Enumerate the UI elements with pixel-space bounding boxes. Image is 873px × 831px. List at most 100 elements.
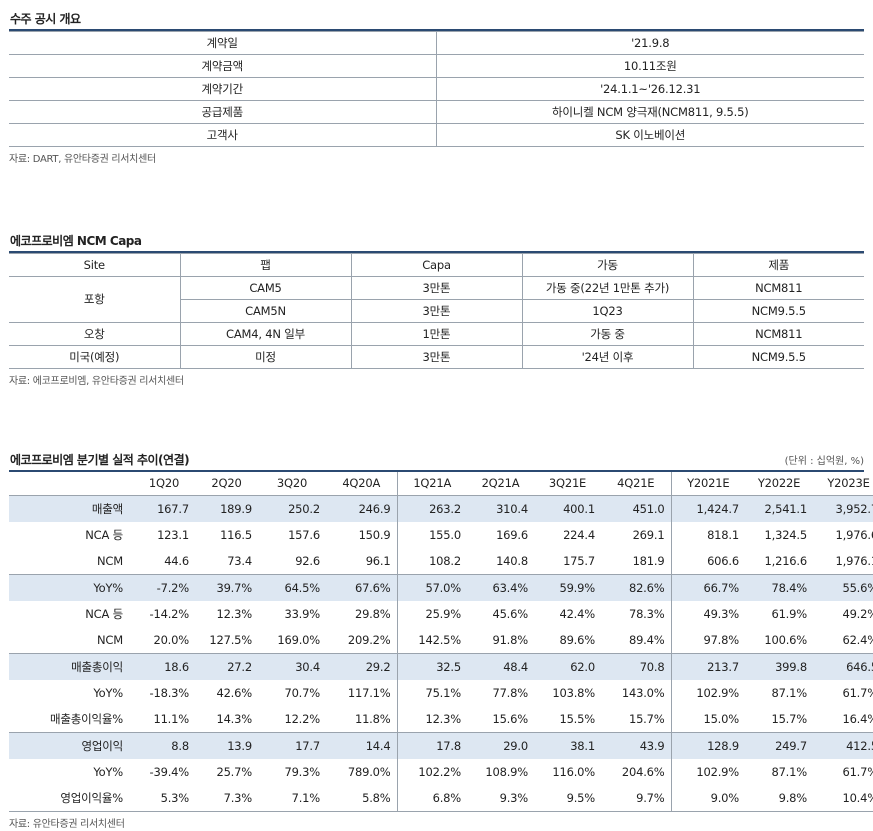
row-label: YoY% bbox=[9, 574, 133, 601]
table-row: 계약기간 '24.1.1~'26.12.31 bbox=[9, 77, 864, 101]
value-cell: 62.4% bbox=[842, 633, 873, 647]
column-header: Y2023E bbox=[813, 472, 873, 496]
capa-section: 에코프로비엠 NCM Capa Site 팹 Capa 가동 제품 포항 CAM… bbox=[9, 231, 864, 387]
value-cell: 61.9% bbox=[771, 607, 807, 621]
value-cell: 249.7 bbox=[745, 732, 813, 759]
row-label: YoY% bbox=[93, 765, 123, 779]
product-cell: NCM9.5.5 bbox=[692, 299, 864, 323]
contract-label: 계약기간 bbox=[9, 77, 437, 101]
value-cell: 18.6 bbox=[133, 653, 195, 680]
site-cell: 미국(예정) bbox=[9, 345, 181, 369]
value-cell: 15.7% bbox=[601, 706, 672, 733]
value-cell: 82.6% bbox=[601, 574, 672, 601]
value-cell: 2,541.1 bbox=[745, 495, 813, 522]
value-cell: 1,216.6 bbox=[764, 554, 808, 568]
value-cell: 189.9 bbox=[195, 495, 258, 522]
row-label: NCA 등 bbox=[85, 528, 123, 542]
value-cell: 48.4 bbox=[467, 653, 534, 680]
contract-section: 수주 공시 개요 계약일 '21.9.8 계약금액 10.11조원 계약기간 '… bbox=[9, 9, 864, 165]
status-cell: 가동 중 bbox=[521, 322, 694, 346]
value-cell: 128.9 bbox=[671, 732, 745, 759]
value-cell: 64.5% bbox=[258, 574, 326, 601]
table-row: 매출총이익율% 11.1% 14.3% 12.2% 11.8% 12.3% 15.6% 15.… bbox=[9, 706, 873, 733]
value-cell: 14.3% bbox=[216, 712, 252, 726]
value-cell: 61.7% bbox=[842, 765, 873, 779]
table-row: NCA 등 123.1 116.5 157.6 150.9 155.0 169.6 224.4… bbox=[9, 522, 873, 548]
performance-source: 자료: 유안타증권 리서치센터 bbox=[9, 819, 125, 830]
value-cell: 15.0% bbox=[703, 712, 739, 726]
row-label-header bbox=[9, 472, 133, 496]
row-label: 매출총이익 bbox=[9, 653, 133, 680]
value-cell: 1,976.1 bbox=[835, 554, 873, 568]
value-cell: 140.8 bbox=[496, 554, 528, 568]
value-cell: 451.0 bbox=[601, 495, 672, 522]
contract-table: 계약일 '21.9.8 계약금액 10.11조원 계약기간 '24.1.1~'2… bbox=[9, 31, 864, 147]
table-row: YoY% -39.4% 25.7% 79.3% 789.0% 102.2% 108.9% 11… bbox=[9, 759, 873, 785]
value-cell: 204.6% bbox=[601, 759, 672, 785]
value-cell: 269.1 bbox=[601, 522, 672, 548]
row-label: 영업이익율% bbox=[9, 785, 133, 812]
capa-source: 자료: 에코프로비엠, 유안타증권 리서치센터 bbox=[9, 376, 184, 387]
value-cell: 49.2% bbox=[842, 607, 873, 621]
product-cell: NCM811 bbox=[692, 322, 864, 346]
value-cell: 100.6% bbox=[764, 633, 807, 647]
value-cell: 175.7 bbox=[563, 554, 595, 568]
value-cell: 181.9 bbox=[601, 548, 672, 575]
value-cell: 29.0 bbox=[467, 732, 534, 759]
performance-unit: (단위 : 십억원, %) bbox=[784, 456, 864, 467]
value-cell: 12.3% bbox=[425, 712, 461, 726]
status-cell: 1Q23 bbox=[521, 299, 694, 323]
table-row: YoY% -7.2% 39.7% 64.5% 67.6% 57.0% 63.4% 59.9% 8… bbox=[9, 574, 873, 601]
value-cell: 11.8% bbox=[326, 706, 398, 733]
column-header: 3Q21E bbox=[534, 472, 601, 496]
value-cell: 59.9% bbox=[534, 574, 601, 601]
table-row: 영업이익 8.8 13.9 17.7 14.4 17.8 29.0 38.1 43.9 128.9… bbox=[9, 732, 873, 759]
value-cell: 79.3% bbox=[284, 765, 320, 779]
value-cell: 66.7% bbox=[671, 574, 745, 601]
table-row: NCA 등 -14.2% 12.3% 33.9% 29.8% 25.9% 45.6% 42.4… bbox=[9, 601, 873, 627]
contract-value: '21.9.8 bbox=[435, 31, 864, 55]
column-header: Y2021E bbox=[671, 472, 745, 496]
capa-cell: 3만톤 bbox=[350, 345, 523, 369]
value-cell: 142.5% bbox=[418, 633, 461, 647]
value-cell: 49.3% bbox=[703, 607, 739, 621]
fab-cell: CAM4, 4N 일부 bbox=[179, 322, 352, 346]
value-cell: 44.6 bbox=[164, 554, 189, 568]
value-cell: 116.5 bbox=[220, 528, 252, 542]
value-cell: 400.1 bbox=[534, 495, 601, 522]
value-cell: 9.7% bbox=[601, 785, 672, 812]
performance-body: 매출액 167.7 189.9 250.2 246.9 263.2 310.4 400.1 45… bbox=[9, 495, 873, 812]
value-cell: 224.4 bbox=[563, 528, 595, 542]
table-row: CAM5N 3만톤 1Q23 NCM9.5.5 bbox=[9, 299, 864, 323]
value-cell: 15.6% bbox=[492, 712, 528, 726]
value-cell: 16.4% bbox=[842, 712, 873, 726]
value-cell: 310.4 bbox=[467, 495, 534, 522]
capa-table: Site 팹 Capa 가동 제품 포항 CAM5 3만톤 가동 중(22년 1… bbox=[9, 253, 864, 369]
value-cell: 30.4 bbox=[258, 653, 326, 680]
table-row: NCM 44.6 73.4 92.6 96.1 108.2 140.8 175.7 181.9 6… bbox=[9, 548, 873, 575]
performance-title-rule bbox=[9, 470, 864, 472]
value-cell: 3,952.7 bbox=[813, 495, 873, 522]
value-cell: 127.5% bbox=[209, 633, 252, 647]
value-cell: 9.5% bbox=[534, 785, 601, 812]
value-cell: 1,324.5 bbox=[764, 528, 808, 542]
column-header: 제품 bbox=[692, 253, 864, 277]
value-cell: 646.5 bbox=[813, 653, 873, 680]
value-cell: 78.4% bbox=[745, 574, 813, 601]
contract-value: SK 이노베이션 bbox=[435, 123, 864, 147]
value-cell: 9.3% bbox=[467, 785, 534, 812]
value-cell: 70.8 bbox=[601, 653, 672, 680]
fab-cell: CAM5N bbox=[180, 299, 352, 323]
table-row: YoY% -18.3% 42.6% 70.7% 117.1% 75.1% 77.8% 103.… bbox=[9, 680, 873, 706]
value-cell: 1,424.7 bbox=[671, 495, 745, 522]
value-cell: 96.1 bbox=[326, 548, 398, 575]
value-cell: 87.1% bbox=[771, 765, 807, 779]
table-row: 매출액 167.7 189.9 250.2 246.9 263.2 310.4 400.1 45… bbox=[9, 495, 873, 522]
value-cell: 263.2 bbox=[397, 495, 467, 522]
table-row: 공급제품 하이니켈 NCM 양극재(NCM811, 9.5.5) bbox=[9, 100, 864, 124]
status-cell: 가동 중(22년 1만톤 추가) bbox=[521, 276, 694, 300]
value-cell: 11.1% bbox=[153, 712, 189, 726]
value-cell: 97.8% bbox=[703, 633, 739, 647]
value-cell: 27.2 bbox=[195, 653, 258, 680]
value-cell: 61.7% bbox=[842, 686, 873, 700]
